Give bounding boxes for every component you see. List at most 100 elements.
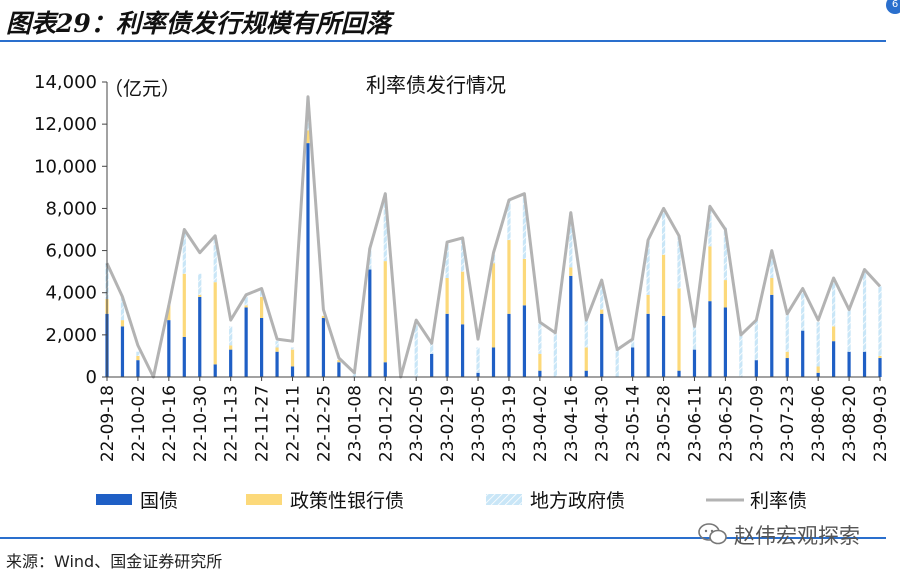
unit-label: （亿元）	[104, 78, 180, 100]
x-tick-label-22: 23-07-23	[778, 385, 798, 462]
bar-policy-bank-31	[584, 347, 588, 371]
bar-treasury-13	[306, 143, 310, 377]
bar-treasury-38	[692, 349, 697, 377]
bar-treasury-32	[600, 313, 604, 377]
corner-badge: 6	[886, 0, 900, 14]
bar-treasury-25	[491, 347, 496, 377]
bar-policy-bank-28	[538, 353, 542, 371]
bar-local-gov-33	[615, 349, 619, 377]
bar-policy-bank-8	[229, 345, 233, 350]
legend-label-1: 政策性银行债	[290, 490, 404, 512]
bar-treasury-35	[646, 313, 650, 377]
bar-treasury-5	[182, 336, 186, 377]
bar-local-gov-45	[801, 288, 805, 331]
bar-local-gov-11	[275, 341, 279, 348]
bar-local-gov-5	[182, 231, 186, 274]
bar-treasury-17	[368, 269, 372, 377]
bar-local-gov-23	[460, 237, 465, 272]
bar-treasury-36	[661, 315, 666, 377]
bar-local-gov-48	[847, 309, 851, 352]
bar-treasury-9	[244, 307, 248, 377]
bar-treasury-4	[167, 320, 171, 377]
bar-local-gov-28	[538, 322, 542, 354]
wechat-icon	[698, 523, 727, 545]
bar-policy-bank-30	[569, 267, 573, 276]
x-tick-label-14: 23-04-02	[531, 385, 551, 462]
legend-swatch-2	[486, 494, 522, 505]
bar-treasury-14	[321, 318, 326, 377]
bar-policy-bank-40	[723, 280, 727, 308]
bottom-rule	[0, 537, 886, 539]
x-tick-label-10: 23-02-05	[407, 385, 427, 462]
legend-swatch-0	[96, 494, 132, 505]
bar-policy-bank-39	[708, 246, 712, 302]
bar-local-gov-29	[553, 332, 557, 377]
bar-local-gov-42	[754, 320, 758, 361]
bar-local-gov-35	[646, 240, 650, 295]
bar-policy-bank-35	[646, 294, 650, 314]
rate-bond-line	[105, 95, 882, 379]
bar-local-gov-7	[213, 237, 217, 283]
bar-treasury-42	[754, 360, 758, 377]
bar-treasury-31	[584, 370, 588, 377]
line-group	[105, 95, 882, 379]
bar-treasury-10	[260, 318, 264, 377]
x-tick-label-21: 23-07-09	[747, 385, 767, 462]
bar-local-gov-43	[770, 250, 774, 278]
bar-local-gov-44	[785, 313, 789, 352]
bar-treasury-6	[198, 296, 202, 377]
bar-treasury-2	[136, 360, 140, 377]
bar-local-gov-16	[352, 372, 356, 377]
bar-treasury-34	[631, 347, 635, 377]
bar-policy-bank-1	[120, 320, 125, 327]
x-tick-label-4: 22-11-13	[222, 385, 242, 462]
source-note: 来源：Wind、国金证券研究所	[6, 552, 223, 571]
bar-treasury-40	[723, 307, 727, 377]
bar-treasury-23	[460, 324, 465, 377]
legend-label-2: 地方政府债	[530, 490, 625, 512]
bar-policy-bank-4	[167, 305, 171, 321]
bar-policy-bank-23	[460, 271, 465, 325]
bar-policy-bank-7	[213, 282, 217, 365]
bar-treasury-37	[677, 370, 681, 377]
x-tick-label-15: 23-04-16	[562, 385, 582, 462]
bar-policy-bank-27	[522, 259, 527, 306]
x-tick-label-11: 23-02-19	[438, 385, 458, 462]
bar-local-gov-12	[290, 347, 295, 350]
y-tick-label-5: 10,000	[34, 156, 97, 177]
bar-treasury-46	[816, 372, 820, 377]
bar-policy-bank-9	[244, 305, 248, 308]
bar-policy-bank-12	[290, 349, 295, 367]
y-tick-label-3: 6,000	[45, 241, 97, 262]
x-tick-label-3: 22-10-30	[191, 385, 211, 462]
x-tick-label-23: 23-08-06	[809, 385, 829, 462]
bar-local-gov-8	[229, 326, 233, 346]
x-tick-label-8: 23-01-08	[345, 385, 365, 462]
bar-policy-bank-22	[445, 277, 449, 314]
bar-treasury-39	[708, 301, 712, 377]
bar-local-gov-50	[878, 286, 882, 356]
bar-local-gov-34	[631, 339, 635, 348]
y-tick-label-1: 2,000	[45, 325, 97, 346]
bar-treasury-30	[569, 275, 573, 377]
bar-local-gov-30	[569, 212, 573, 268]
bar-treasury-8	[229, 349, 233, 377]
bar-policy-bank-2	[136, 355, 140, 361]
bar-local-gov-10	[260, 290, 264, 297]
bar-treasury-15	[337, 362, 341, 377]
chart-title: 利率债发行情况	[366, 73, 506, 97]
bar-treasury-48	[847, 351, 851, 377]
legend-swatch-1	[246, 494, 282, 505]
bar-policy-bank-5	[182, 273, 186, 337]
bar-local-gov-27	[522, 193, 527, 259]
bar-local-gov-9	[244, 294, 248, 306]
bar-treasury-24	[476, 372, 480, 377]
bar-treasury-49	[862, 351, 867, 377]
bar-local-gov-22	[445, 242, 449, 278]
bar-policy-bank-26	[507, 240, 511, 314]
bar-treasury-18	[383, 362, 387, 377]
bar-local-gov-40	[723, 227, 727, 281]
bar-local-gov-39	[708, 206, 712, 247]
x-tick-label-5: 22-11-27	[253, 385, 273, 462]
figure-title: 图表29：利率债发行规模有所回落	[6, 9, 391, 38]
